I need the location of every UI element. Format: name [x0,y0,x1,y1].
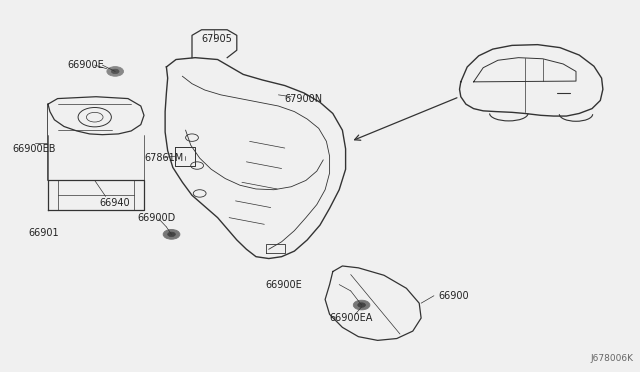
Text: 67861M: 67861M [144,153,183,163]
Text: 67900N: 67900N [285,94,323,103]
Text: J678006K: J678006K [591,354,634,363]
Circle shape [358,303,365,307]
Text: 66901: 66901 [29,228,60,237]
Text: 67905: 67905 [202,34,232,44]
Circle shape [163,230,180,239]
Text: 66900D: 66900D [138,213,176,222]
Text: 66940: 66940 [99,198,130,208]
Circle shape [353,300,370,310]
Text: 66900EA: 66900EA [330,313,373,323]
Text: 66900: 66900 [438,291,469,301]
Circle shape [168,232,175,237]
Text: 66900EB: 66900EB [13,144,56,154]
Text: 66900E: 66900E [67,60,104,70]
Circle shape [107,67,124,76]
Circle shape [111,69,119,74]
Text: 66900E: 66900E [266,280,302,289]
